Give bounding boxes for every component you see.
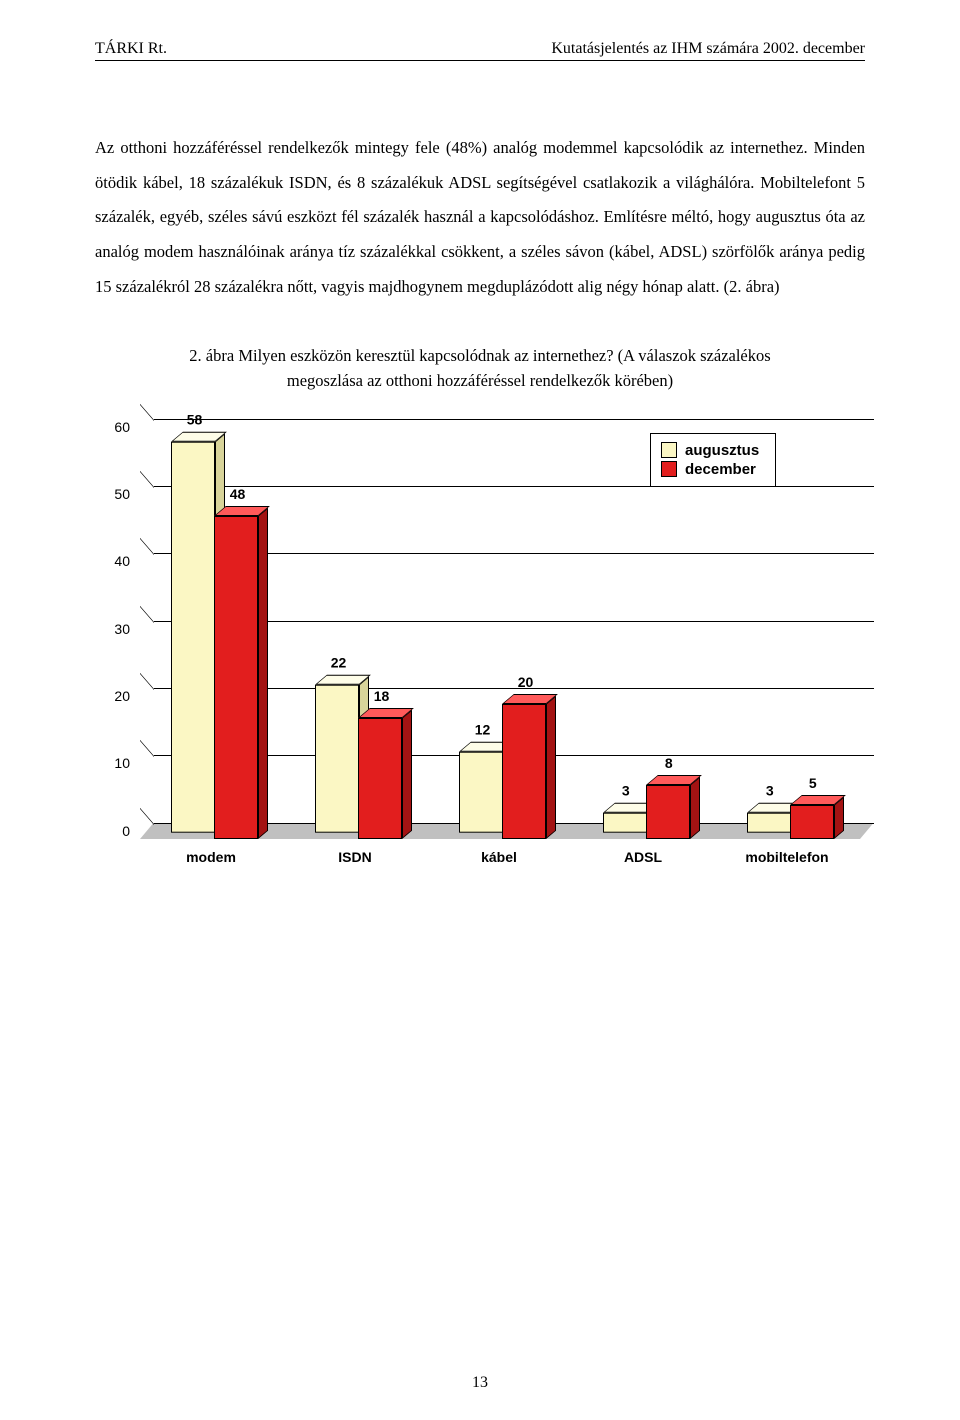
chart-bar: 22 [315,684,359,832]
page-header: TÁRKI Rt. Kutatásjelentés az IHM számára… [95,40,865,61]
chart-ytick: 20 [114,688,140,704]
chart-xlabel: kábel [481,849,517,865]
body-paragraph: Az otthoni hozzáféréssel rendelkezők min… [95,131,865,304]
chart-bar: 3 [603,812,647,832]
chart-bar: 12 [459,752,503,833]
chart-xlabel: mobiltelefon [745,849,828,865]
chart-container: augusztusdecember 0102030405060modem5848… [95,419,875,879]
chart-xlabel: ISDN [338,849,371,865]
header-left: TÁRKI Rt. [95,40,167,58]
chart-caption: 2. ábra Milyen eszközön keresztül kapcso… [150,344,810,394]
legend-label: augusztus [685,442,759,459]
chart-bar: 48 [214,516,258,839]
chart-xlabel: ADSL [624,849,662,865]
chart-plot: augusztusdecember 0102030405060modem5848… [140,419,860,839]
chart-ytick: 10 [114,755,140,771]
legend-row: december [661,461,759,478]
legend-swatch [661,461,677,477]
chart-ytick: 40 [114,553,140,569]
chart-bar-value: 48 [230,486,246,502]
chart-ytick: 0 [122,823,140,839]
chart-gridline [154,419,874,420]
header-right: Kutatásjelentés az IHM számára 2002. dec… [551,40,865,58]
legend-label: december [685,461,756,478]
chart-bar-value: 20 [518,674,534,690]
chart-bar: 58 [171,442,215,833]
chart-ytick: 50 [114,486,140,502]
legend-row: augusztus [661,442,759,459]
chart-bar: 3 [747,812,791,832]
page: TÁRKI Rt. Kutatásjelentés az IHM számára… [0,0,960,1420]
chart-ytick: 60 [114,419,140,435]
chart-bar: 5 [790,805,834,839]
chart-bar-value: 3 [622,782,630,798]
chart-bar-value: 8 [665,755,673,771]
chart-ytick: 30 [114,621,140,637]
chart-bar-value: 12 [475,722,491,738]
chart-bar-value: 58 [187,412,203,428]
chart-legend: augusztus december [650,433,776,487]
chart-bar: 8 [646,785,690,839]
chart-bar-value: 5 [809,775,817,791]
chart-bar-value: 18 [374,688,390,704]
chart-bar-value: 3 [766,782,774,798]
chart-xlabel: modem [186,849,236,865]
chart-bar-value: 22 [331,654,347,670]
chart-bar: 20 [502,704,546,839]
legend-swatch [661,442,677,458]
page-number: 13 [0,1374,960,1392]
chart-bar: 18 [358,718,402,839]
